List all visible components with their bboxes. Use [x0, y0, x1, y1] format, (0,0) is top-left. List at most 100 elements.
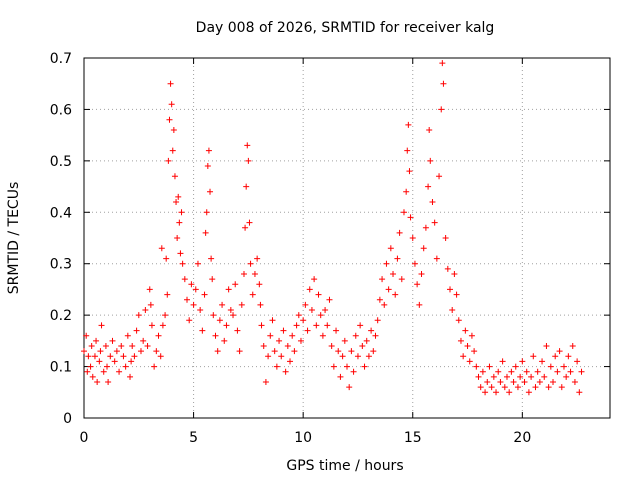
data-point	[390, 271, 397, 277]
data-point	[120, 353, 127, 360]
data-point	[536, 379, 543, 385]
data-point	[246, 219, 253, 226]
y-tick-label: 0.5	[50, 154, 72, 170]
data-point	[282, 368, 289, 375]
data-point	[173, 199, 180, 205]
data-point	[98, 322, 105, 329]
data-point	[159, 322, 166, 329]
data-point	[102, 343, 109, 349]
data-point	[289, 332, 296, 339]
data-point	[370, 348, 377, 355]
data-point	[207, 188, 214, 195]
data-point	[169, 147, 176, 154]
data-point	[337, 373, 344, 380]
data-point	[148, 322, 155, 329]
data-point	[322, 307, 329, 313]
x-tick-label: 5	[189, 430, 198, 446]
data-point	[93, 337, 100, 344]
data-point	[539, 358, 546, 365]
data-point	[118, 343, 125, 349]
data-point	[135, 312, 142, 319]
data-point	[346, 384, 353, 391]
data-point	[477, 384, 484, 391]
data-point	[245, 157, 252, 164]
data-point	[265, 353, 272, 360]
data-point	[155, 332, 162, 339]
data-point	[530, 353, 537, 360]
data-point	[514, 384, 521, 391]
data-point	[427, 157, 434, 164]
data-point	[240, 271, 247, 277]
data-point	[359, 343, 366, 349]
data-point	[532, 384, 539, 391]
data-point	[127, 373, 134, 380]
data-point	[484, 379, 491, 385]
data-point	[506, 389, 513, 396]
data-point	[146, 286, 153, 293]
y-tick-label: 0.1	[50, 360, 72, 376]
data-point	[326, 296, 333, 303]
data-point	[420, 245, 427, 252]
data-point	[372, 332, 379, 339]
data-point	[251, 271, 258, 277]
data-point	[142, 307, 149, 313]
data-point	[436, 173, 443, 180]
data-point	[203, 209, 210, 216]
data-point	[244, 142, 251, 149]
data-point	[547, 363, 554, 370]
data-point	[541, 373, 548, 380]
data-point	[361, 363, 368, 370]
data-point	[392, 291, 399, 298]
y-tick-label: 0.4	[50, 205, 72, 221]
data-point	[85, 353, 92, 360]
data-point	[335, 348, 342, 355]
data-point	[111, 358, 118, 365]
data-point	[109, 337, 116, 344]
data-point	[368, 327, 375, 334]
data-point	[486, 363, 493, 370]
data-point	[426, 127, 433, 133]
data-point	[576, 389, 583, 396]
data-point	[94, 379, 101, 385]
data-point	[202, 229, 209, 236]
data-point	[81, 348, 87, 355]
data-point	[212, 332, 219, 339]
data-point	[223, 322, 230, 329]
y-tick-label: 0.6	[50, 102, 72, 118]
data-point	[186, 317, 193, 324]
data-point	[433, 255, 440, 262]
data-point	[256, 281, 263, 288]
data-point	[243, 183, 250, 190]
data-point	[178, 209, 185, 216]
data-point	[365, 353, 372, 360]
x-tick-label: 20	[513, 430, 531, 446]
data-point	[194, 260, 201, 267]
data-point	[571, 379, 578, 385]
data-point	[104, 363, 111, 370]
data-point	[473, 363, 480, 370]
axis-ticks: 0 5 10 15 20 0 0.1 0.2 0.3 0.4 0.5 0.6 0.7	[50, 51, 610, 446]
data-point	[176, 219, 183, 226]
data-point	[493, 389, 500, 396]
data-point	[512, 363, 519, 370]
y-tick-label: 0.2	[50, 308, 72, 324]
data-point	[174, 235, 181, 241]
data-point	[324, 322, 331, 329]
data-point	[295, 312, 302, 319]
data-point	[210, 312, 217, 319]
data-point	[363, 337, 370, 344]
data-point	[238, 301, 245, 308]
data-point	[179, 260, 186, 267]
data-point	[254, 255, 261, 262]
data-point	[216, 317, 223, 324]
data-point	[257, 301, 264, 308]
data-point	[517, 373, 524, 380]
data-point	[100, 368, 107, 375]
data-point	[328, 343, 335, 349]
data-point	[276, 337, 283, 344]
data-point	[451, 271, 458, 277]
data-point	[97, 348, 104, 355]
x-tick-label: 10	[294, 430, 312, 446]
data-point	[439, 60, 446, 67]
data-point	[162, 312, 169, 319]
